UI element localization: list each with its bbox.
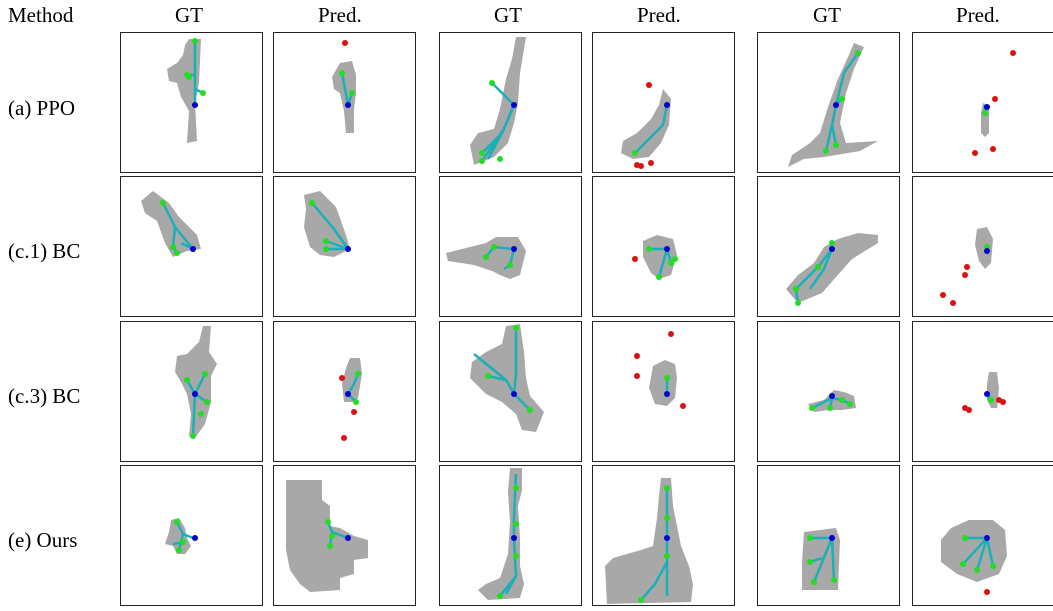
panel-graphic [940, 227, 993, 306]
panel-ours-gt-2 [439, 465, 582, 606]
panel-graphic [141, 191, 201, 257]
panel-bc3-pred-1 [273, 321, 416, 462]
method-column-header: Method [8, 3, 74, 27]
panel-graphic [634, 331, 686, 409]
panel-graphic [808, 390, 856, 412]
panel-ppo-gt-2 [439, 32, 582, 173]
row-label-bc-c1: (c.1) BC [8, 239, 81, 263]
panel-ours-gt-1 [120, 465, 263, 606]
panel-graphic [286, 480, 368, 592]
panel-graphic [470, 37, 526, 165]
panel-bc1-pred-1 [273, 176, 416, 317]
col-header-pred-2: Pred. [637, 3, 681, 27]
panel-bc1-pred-2 [592, 176, 735, 317]
panel-bc1-gt-1 [120, 176, 263, 317]
panel-ppo-gt-1 [120, 32, 263, 173]
panel-graphic [786, 233, 878, 306]
panel-graphic [632, 235, 678, 280]
panel-bc3-pred-3 [912, 321, 1053, 462]
col-header-gt-3: GT [813, 3, 841, 27]
panel-graphic [802, 528, 840, 590]
panel-ppo-pred-3 [912, 32, 1053, 173]
panel-graphic [962, 372, 1006, 413]
panel-graphic [167, 38, 206, 143]
panel-bc1-gt-2 [439, 176, 582, 317]
panel-ours-pred-3 [912, 465, 1053, 606]
row-label-bc-c3: (c.3) BC [8, 384, 81, 408]
panel-ppo-pred-2 [592, 32, 735, 173]
col-header-pred-3: Pred. [956, 3, 1000, 27]
panel-bc3-gt-1 [120, 321, 263, 462]
panel-graphic [332, 40, 356, 133]
col-header-gt-2: GT [494, 3, 522, 27]
panel-graphic [621, 82, 671, 169]
panel-ours-gt-3 [757, 465, 900, 606]
panel-ours-pred-1 [273, 465, 416, 606]
panel-graphic [304, 191, 351, 257]
panel-ppo-gt-3 [757, 32, 900, 173]
panel-graphic [165, 518, 198, 554]
panel-graphic [605, 478, 693, 604]
panel-bc1-pred-3 [912, 176, 1053, 317]
panel-graphic [788, 43, 878, 167]
panel-graphic [941, 520, 1007, 595]
panel-graphic [339, 358, 362, 441]
row-label-ppo: (a) PPO [8, 96, 76, 120]
panel-ppo-pred-1 [273, 32, 416, 173]
panel-graphic [972, 50, 1016, 156]
panel-bc3-gt-3 [757, 321, 900, 462]
panel-graphic [478, 468, 524, 600]
row-label-ours: (e) Ours [8, 528, 78, 552]
panel-bc3-gt-2 [439, 321, 582, 462]
panel-bc3-pred-2 [592, 321, 735, 462]
col-header-pred-1: Pred. [318, 3, 362, 27]
panel-bc1-gt-3 [757, 176, 900, 317]
col-header-gt-1: GT [175, 3, 203, 27]
panel-graphic [470, 324, 544, 432]
panel-graphic [446, 237, 526, 279]
panel-ours-pred-2 [592, 465, 735, 606]
panel-graphic [175, 326, 217, 439]
